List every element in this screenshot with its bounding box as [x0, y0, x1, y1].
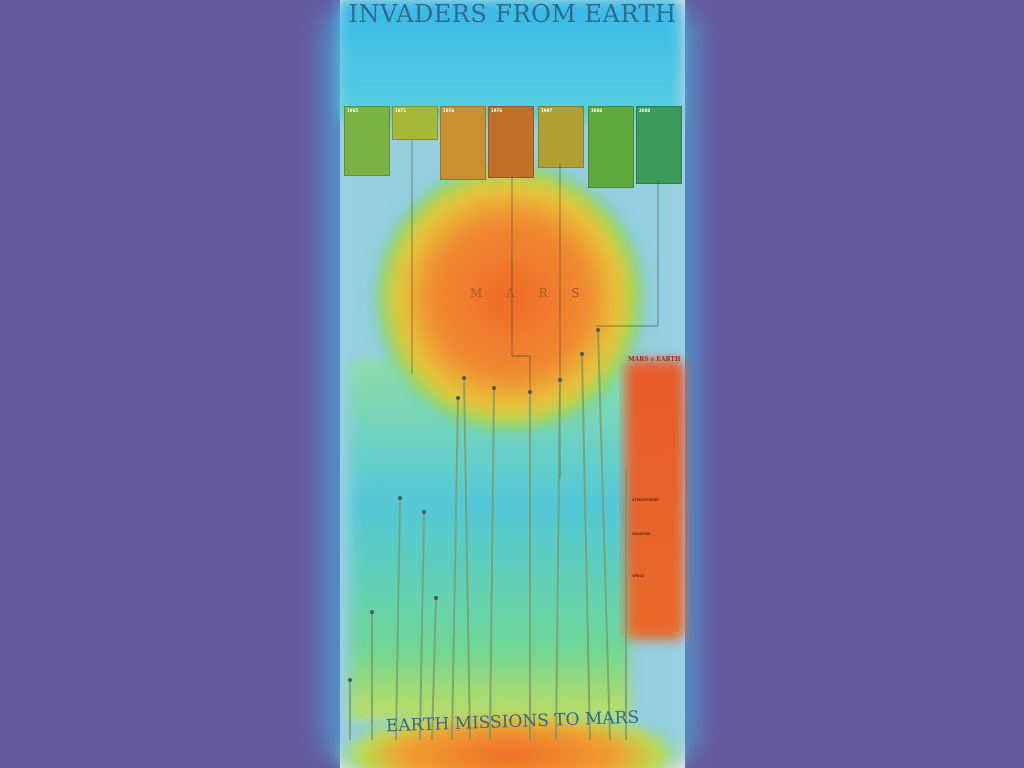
mission-card-7: 2008	[636, 106, 682, 184]
mars-label: M A R S	[470, 286, 590, 300]
side-label-space: SPACE	[632, 574, 645, 578]
poster-title: INVADERS FROM EARTH	[348, 0, 677, 28]
side-panel-title: MARS v EARTH	[628, 356, 681, 363]
mission-card-1: 1965	[344, 106, 390, 176]
mission-card-5: 1997	[538, 106, 584, 168]
mission-card-3: 1976	[440, 106, 486, 180]
mission-card-4: 1976	[488, 106, 534, 178]
side-label-seasons: SEASONS	[632, 532, 651, 536]
mission-card-6: 2004	[588, 106, 634, 188]
side-panel	[626, 356, 680, 632]
mission-card-2: 1971	[392, 106, 438, 140]
side-label-atmosphere: ATMOSPHERE	[632, 498, 659, 502]
